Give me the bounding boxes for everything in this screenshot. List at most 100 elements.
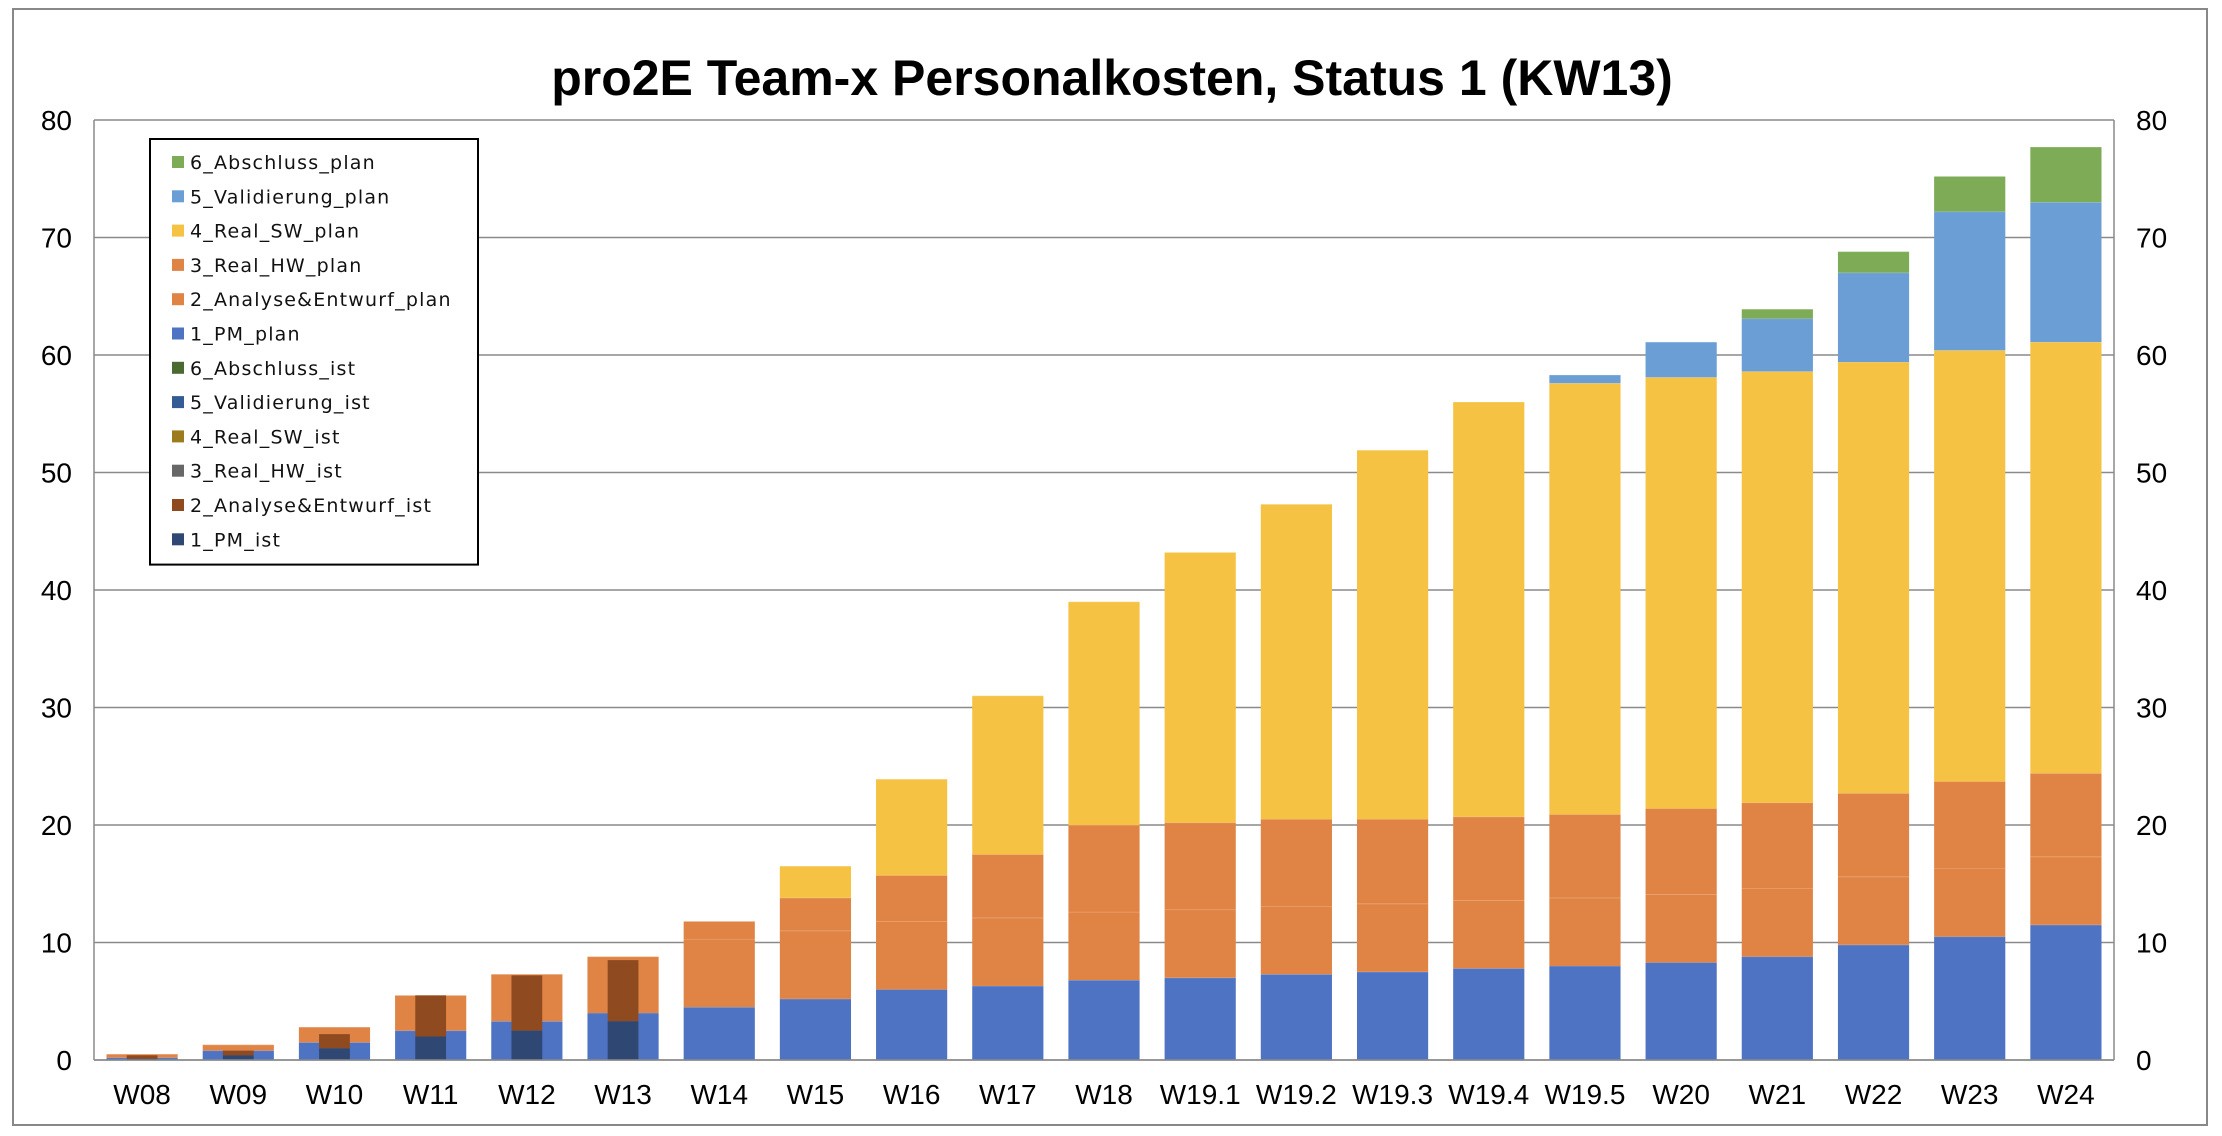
x-tick-label: W19.5 xyxy=(1544,1079,1625,1110)
bar-segment-2-analyse-entwurf-plan xyxy=(1741,888,1813,957)
bar-segment-2-analyse-entwurf-ist xyxy=(511,975,543,1031)
legend-entry: 2_Analyse&Entwurf_ist xyxy=(190,495,432,517)
bar-segment-2-analyse-entwurf-ist xyxy=(415,995,447,1037)
bar-segment-3-real-hw-plan xyxy=(1068,825,1140,912)
bar-segment-4-real-sw-plan xyxy=(1934,350,2006,782)
bar-segment-2-analyse-entwurf-plan xyxy=(1453,900,1525,969)
x-tick-label: W13 xyxy=(594,1079,652,1110)
bar-segment-6-abschluss-plan xyxy=(1934,176,2006,212)
bar-segment-1-pm-ist xyxy=(511,1030,543,1060)
y-tick-label-right: 60 xyxy=(2136,340,2167,371)
bar-segment-2-analyse-entwurf-plan xyxy=(1934,868,2006,937)
bar-segment-4-real-sw-plan xyxy=(779,866,852,898)
x-tick-label: W19.1 xyxy=(1160,1079,1241,1110)
bar-segment-1-pm-plan xyxy=(683,1007,755,1060)
bar-segment-5-validierung-plan xyxy=(1549,374,1621,384)
bar-segment-4-real-sw-plan xyxy=(1068,601,1140,825)
bar-segment-2-analyse-entwurf-plan xyxy=(972,917,1044,986)
bar-segment-1-pm-plan xyxy=(876,989,948,1060)
legend-entry: 6_Abschluss_ist xyxy=(190,358,356,380)
x-tick-label: W08 xyxy=(113,1079,171,1110)
legend-entry: 2_Analyse&Entwurf_plan xyxy=(190,289,452,311)
y-tick-label-right: 70 xyxy=(2136,223,2167,254)
legend-swatch xyxy=(172,258,184,271)
legend-swatch xyxy=(172,361,184,374)
bar-segment-4-real-sw-plan xyxy=(1645,377,1717,809)
legend-entry: 6_Abschluss_plan xyxy=(190,152,376,174)
chart-frame: pro2E Team-x Personalkosten, Status 1 (K… xyxy=(12,8,2208,1126)
bar-segment-3-real-hw-plan xyxy=(2030,773,2102,857)
bar-segment-2-analyse-entwurf-plan xyxy=(1068,911,1140,981)
x-tick-label: W20 xyxy=(1652,1079,1710,1110)
bar-segment-1-pm-plan xyxy=(1260,974,1332,1060)
bar-segment-3-real-hw-plan xyxy=(1356,819,1429,904)
bar-segment-2-analyse-entwurf-plan xyxy=(876,921,948,990)
chart: pro2E Team-x Personalkosten, Status 1 (K… xyxy=(41,50,2167,1110)
y-tick-label-left: 20 xyxy=(41,810,72,841)
legend-swatch xyxy=(172,499,184,511)
legend-swatch xyxy=(172,430,184,443)
legend-entry: 3_Real_HW_plan xyxy=(190,255,362,277)
bar-segment-1-pm-ist xyxy=(607,1021,639,1060)
bar-segment-4-real-sw-plan xyxy=(1260,504,1332,820)
bar-segment-6-abschluss-plan xyxy=(1741,309,1813,319)
bar-segment-1-pm-plan xyxy=(1068,980,1140,1060)
y-tick-label-left: 60 xyxy=(41,340,72,371)
bar-segment-1-pm-plan xyxy=(1549,966,1621,1060)
x-tick-label: W11 xyxy=(403,1079,459,1110)
bar-segment-4-real-sw-plan xyxy=(972,695,1044,855)
bar-segment-2-analyse-entwurf-plan xyxy=(1260,906,1332,975)
x-tick-label: W19.2 xyxy=(1256,1079,1337,1110)
x-tick-label: W14 xyxy=(690,1079,748,1110)
bar-segment-1-pm-plan xyxy=(2030,924,2102,1060)
y-tick-label-right: 50 xyxy=(2136,458,2167,489)
bar-segment-3-real-hw-plan xyxy=(779,897,852,931)
bar-segment-1-pm-plan xyxy=(1837,944,1910,1060)
bar-segment-2-analyse-entwurf-plan xyxy=(202,1044,274,1051)
legend-swatch xyxy=(172,293,184,306)
x-tick-label: W24 xyxy=(2037,1079,2095,1110)
y-tick-label-left: 10 xyxy=(41,928,72,959)
legend-swatch xyxy=(172,224,184,237)
bar-segment-1-pm-ist xyxy=(319,1048,350,1060)
bar-segment-2-analyse-entwurf-plan xyxy=(2030,856,2102,925)
y-tick-label-left: 30 xyxy=(41,693,72,724)
x-tick-label: W10 xyxy=(306,1079,364,1110)
bar-segment-1-pm-plan xyxy=(1164,977,1236,1060)
legend-entry: 5_Validierung_ist xyxy=(190,392,371,414)
legend-entry: 1_PM_plan xyxy=(190,324,301,346)
bar-segment-1-pm-plan xyxy=(779,998,852,1060)
bar-segment-1-pm-plan xyxy=(1645,962,1717,1060)
legend-entry: 1_PM_ist xyxy=(190,529,281,551)
y-tick-label-right: 10 xyxy=(2136,928,2167,959)
bar-segment-6-abschluss-plan xyxy=(2030,147,2102,203)
legend-swatch xyxy=(172,464,184,477)
x-tick-label: W18 xyxy=(1075,1079,1133,1110)
bar-segment-1-pm-plan xyxy=(1453,968,1525,1060)
bar-segment-1-pm-plan xyxy=(972,985,1044,1060)
y-tick-label-left: 50 xyxy=(41,458,72,489)
bar-segment-5-validierung-plan xyxy=(1645,342,1717,378)
bar-segment-3-real-hw-plan xyxy=(876,875,948,922)
legend-entry: 5_Validierung_plan xyxy=(190,186,390,208)
x-tick-label: W21 xyxy=(1749,1079,1807,1110)
legend-entry: 4_Real_SW_ist xyxy=(190,426,341,448)
bar-segment-4-real-sw-plan xyxy=(876,779,948,876)
y-tick-label-left: 40 xyxy=(41,575,72,606)
legend-swatch xyxy=(172,190,184,203)
x-tick-label: W19.4 xyxy=(1448,1079,1529,1110)
y-tick-label-left: 0 xyxy=(56,1045,72,1076)
bar-segment-1-pm-plan xyxy=(1356,971,1429,1060)
bar-segment-4-real-sw-plan xyxy=(1453,402,1525,817)
bar-segment-3-real-hw-plan xyxy=(1549,814,1621,898)
bar-segment-5-validierung-plan xyxy=(1837,272,1910,363)
bar-segment-2-analyse-entwurf-ist xyxy=(319,1034,350,1049)
x-tick-label: W12 xyxy=(498,1079,556,1110)
legend-swatch xyxy=(172,327,184,340)
bar-segment-2-analyse-entwurf-ist xyxy=(126,1055,158,1059)
legend-box xyxy=(149,138,479,566)
legend-entry: 4_Real_SW_plan xyxy=(190,221,360,243)
y-tick-label-right: 0 xyxy=(2136,1045,2152,1076)
bars xyxy=(106,146,2102,1060)
bar-segment-3-real-hw-plan xyxy=(683,921,755,939)
